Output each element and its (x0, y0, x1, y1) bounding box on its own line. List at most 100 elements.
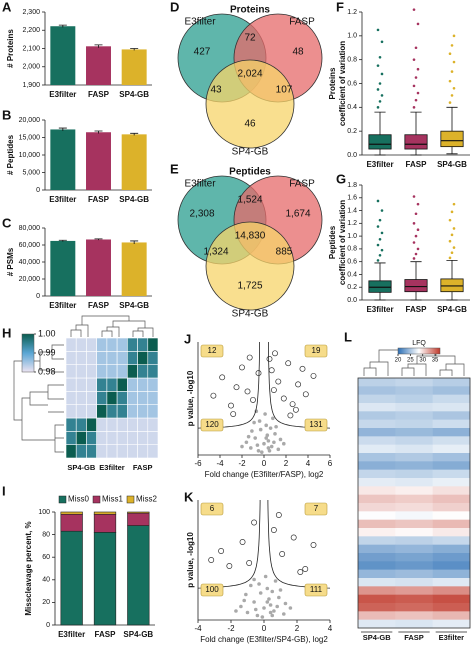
error-bar (94, 130, 103, 134)
x-tick-label: SP4-GB (119, 90, 149, 99)
x-tick-label: E3filter (366, 305, 393, 314)
heatmap-cell (65, 364, 77, 379)
heatmap-cell (127, 364, 138, 379)
point (267, 448, 272, 453)
heatmap-cell (86, 337, 97, 352)
y-tick-label: 100 (38, 509, 50, 516)
panel-letter: I (2, 483, 6, 498)
heatmap-cell (395, 378, 433, 387)
point (276, 447, 281, 452)
heatmap-cell (86, 377, 97, 392)
box (368, 134, 392, 150)
outlier (450, 44, 454, 47)
heatmap-cell (395, 419, 433, 429)
heatmap-cell (395, 528, 433, 537)
bar (50, 240, 76, 296)
box (368, 280, 392, 293)
point (258, 591, 263, 595)
heatmap-cell (137, 337, 149, 352)
heatmap-cell (358, 494, 396, 504)
heatmap-cell (432, 378, 471, 387)
outlier (414, 252, 418, 256)
chart-title: Peptides (229, 167, 271, 178)
y-tick-label: 20 (42, 599, 50, 606)
heatmap-cell (137, 377, 149, 392)
heatmap-cell (127, 431, 138, 445)
heatmap-cell (96, 351, 108, 365)
y-tick-label: 0.6 (347, 80, 357, 87)
x-tick-label: SP4-GB (437, 305, 467, 314)
point (250, 396, 256, 403)
point (240, 444, 244, 449)
point (239, 604, 243, 609)
column-dendrogram (70, 315, 154, 337)
heatmap-cell (358, 586, 396, 595)
legend-label: Miss1 (102, 495, 123, 504)
x-tick-label: 2 (284, 459, 289, 468)
heatmap-cell (116, 364, 128, 379)
heatmap-cell (358, 469, 396, 479)
panel-letter: F (336, 0, 344, 14)
lfq-dendrogram (363, 349, 465, 376)
heatmap-cell (358, 569, 396, 579)
heatmap-cell (147, 431, 159, 445)
outlier (376, 28, 380, 32)
point (297, 569, 304, 575)
bar-segment (93, 513, 117, 533)
heatmap-cell (395, 519, 433, 529)
heatmap-cell (106, 444, 118, 459)
venn-count: 48 (292, 47, 304, 58)
heatmap-cell (358, 519, 396, 529)
outlier (378, 238, 382, 241)
heatmap-cell (147, 444, 159, 459)
heatmap-cell (65, 337, 77, 352)
point (268, 603, 273, 607)
heatmap-cell (127, 444, 138, 459)
count-label: 7 (314, 504, 319, 513)
heatmap-cell (86, 444, 97, 459)
heatmap-cell (147, 351, 159, 365)
box (404, 134, 428, 150)
outlier (376, 243, 380, 247)
heatmap-cell (65, 404, 77, 419)
heatmap-cell (65, 444, 77, 459)
bar-segment (60, 511, 83, 515)
x-tick-label: FASP (406, 160, 428, 169)
venn-count: 2,024 (237, 69, 262, 80)
heatmap-cell (86, 417, 97, 432)
colorbar (397, 347, 441, 355)
bar (121, 242, 147, 296)
venn-count: 43 (210, 85, 222, 96)
heatmap-cell (395, 553, 433, 562)
y-tick-label: 1.6 (347, 195, 357, 202)
y-axis-label: Peptidescoefficient of variation (328, 200, 347, 285)
point (234, 609, 238, 613)
heatmap-cell (116, 404, 128, 419)
y-tick-label: 1.4 (347, 207, 357, 214)
heatmap-cell (358, 461, 396, 470)
point (253, 436, 257, 440)
heatmap-cell (147, 377, 159, 392)
point (252, 600, 256, 604)
count-label: 19 (312, 346, 321, 355)
count-label: 6 (210, 504, 215, 513)
point (260, 615, 265, 619)
outlier (416, 91, 420, 95)
heatmap-cell (75, 444, 87, 459)
venn-set-label: SP4-GB (232, 147, 269, 158)
count-label: 120 (205, 420, 219, 429)
heatmap-cell (395, 428, 433, 437)
outlier (376, 106, 380, 109)
point (219, 374, 226, 381)
legend-swatch (58, 495, 67, 504)
venn-count: 1,674 (285, 209, 310, 220)
y-tick-label: 60 (42, 554, 50, 561)
heatmap-cell (75, 404, 87, 419)
outlier (452, 86, 456, 90)
heatmap-cell (75, 431, 87, 445)
heatmap-cell (432, 586, 471, 595)
outlier (376, 88, 380, 91)
panel-letter: C (2, 215, 12, 230)
point (210, 392, 217, 399)
x-tick-label: FASP (95, 630, 117, 639)
